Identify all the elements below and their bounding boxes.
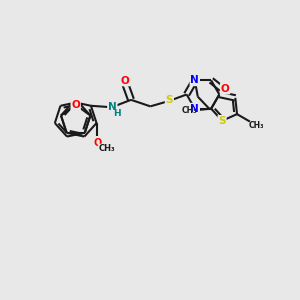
Text: CH₃: CH₃ xyxy=(249,121,264,130)
Text: N: N xyxy=(190,75,199,85)
Text: CH₃: CH₃ xyxy=(99,144,115,153)
Text: N: N xyxy=(190,103,199,114)
Text: N: N xyxy=(108,102,117,112)
Text: H: H xyxy=(113,109,121,118)
Text: O: O xyxy=(221,84,230,94)
Text: O: O xyxy=(93,138,101,148)
Text: O: O xyxy=(71,100,80,110)
Text: O: O xyxy=(121,76,130,85)
Text: S: S xyxy=(166,95,173,105)
Text: S: S xyxy=(218,116,226,126)
Text: CH₃: CH₃ xyxy=(181,106,197,116)
